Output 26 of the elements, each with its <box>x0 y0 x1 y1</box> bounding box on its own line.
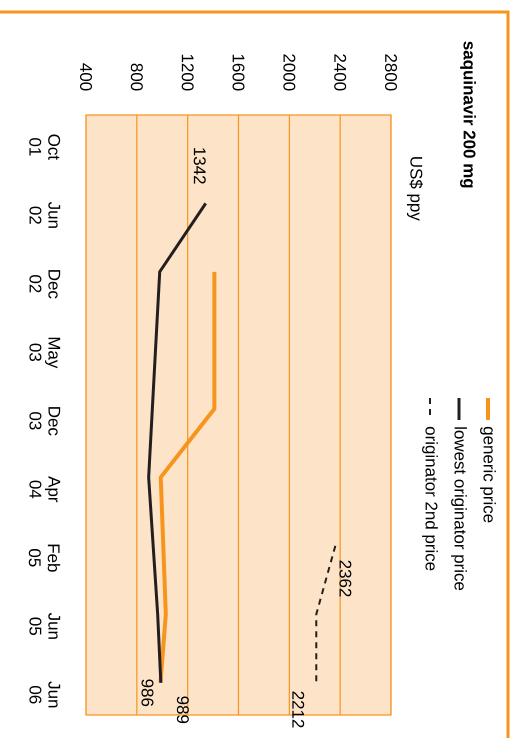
x-tick-label: 2800 <box>384 54 397 90</box>
text: saquinavir 200 mg <box>460 41 476 188</box>
x-tick-label: 400 <box>80 63 92 90</box>
y-tick-label: Apr 04 <box>29 476 60 502</box>
data-label: 2212 <box>292 692 304 728</box>
text: US$ ppy <box>406 157 424 221</box>
x-tick-label: 2000 <box>283 54 296 90</box>
y-tick-label: Feb 05 <box>28 544 60 572</box>
data-label: 989 <box>176 696 189 724</box>
y-tick-label: Jun 02 <box>29 202 60 228</box>
x-tick-label: 2400 <box>334 54 346 90</box>
y-tick-label: Dec 02 <box>29 270 60 298</box>
y-tick-label: Oct 01 <box>29 134 60 160</box>
x-tick-label: 800 <box>130 64 143 90</box>
legend-label: lowest originator price <box>451 427 467 590</box>
y-tick-label: Jun 06 <box>29 681 60 708</box>
legend-label: originator 2nd price <box>422 426 438 570</box>
data-label: 1342 <box>194 148 206 184</box>
data-label: 2362 <box>339 560 352 596</box>
y-tick-label: May 03 <box>29 338 60 368</box>
y-tick-label: Dec 03 <box>29 407 60 436</box>
x-tick-label: 1200 <box>182 54 194 90</box>
x-tick-label: 1600 <box>232 54 244 90</box>
y-tick-label: Jun 05 <box>29 612 60 639</box>
legend-label: generic price <box>480 426 496 522</box>
data-label: 986 <box>141 679 154 706</box>
